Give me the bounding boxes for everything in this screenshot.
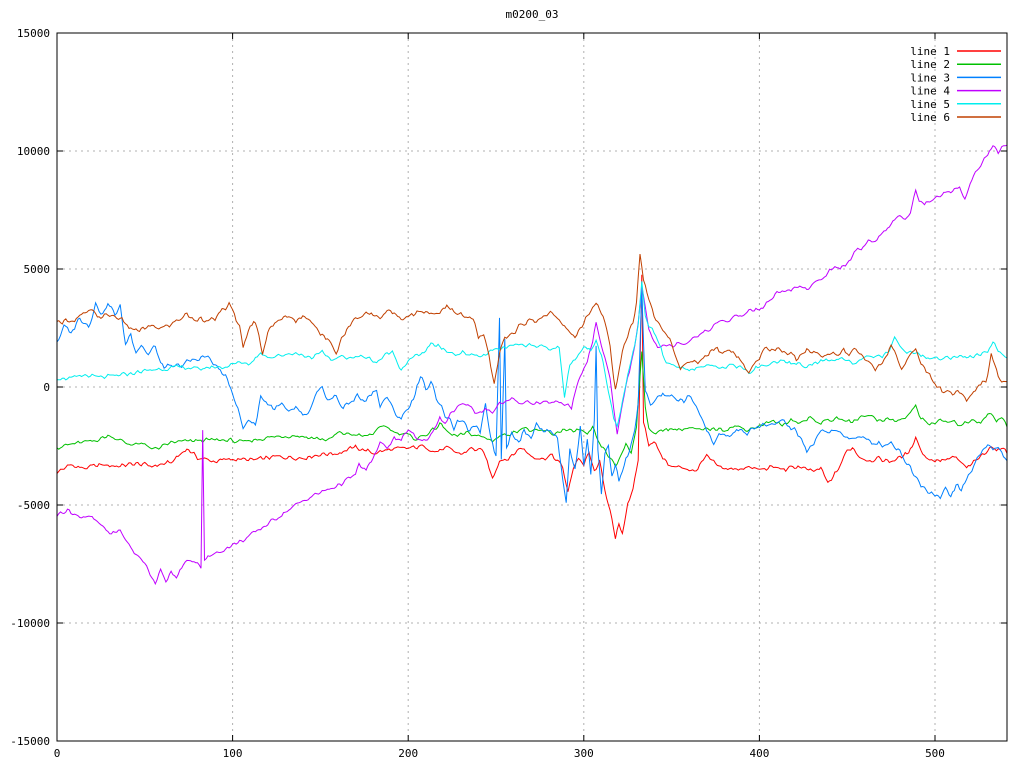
y-tick-label: 5000 [24, 263, 51, 276]
series-line-3 [56, 289, 1008, 503]
x-tick-label: 100 [223, 747, 243, 760]
x-tick-label: 400 [749, 747, 769, 760]
y-tick-label: 0 [43, 381, 50, 394]
series-line-4 [56, 144, 1008, 586]
chart-title: m0200_03 [505, 8, 559, 21]
y-tick-label: -5000 [17, 499, 50, 512]
x-tick-label: 0 [54, 747, 61, 760]
series-line-1 [56, 274, 1008, 539]
legend-label: line 4 [910, 85, 950, 98]
series-line-5 [56, 281, 1008, 428]
x-tick-label: 300 [574, 747, 594, 760]
legend-label: line 3 [910, 71, 950, 84]
series-line-6 [56, 254, 1008, 403]
x-tick-label: 500 [925, 747, 945, 760]
y-tick-label: -10000 [10, 617, 50, 630]
y-tick-label: 10000 [17, 145, 50, 158]
y-tick-label: 15000 [17, 27, 50, 40]
legend-label: line 2 [910, 58, 950, 71]
legend-label: line 5 [910, 98, 950, 111]
series-line-2 [56, 351, 1008, 468]
x-tick-label: 200 [398, 747, 418, 760]
legend-label: line 6 [910, 111, 950, 124]
legend-label: line 1 [910, 45, 950, 58]
y-tick-label: -15000 [10, 735, 50, 748]
